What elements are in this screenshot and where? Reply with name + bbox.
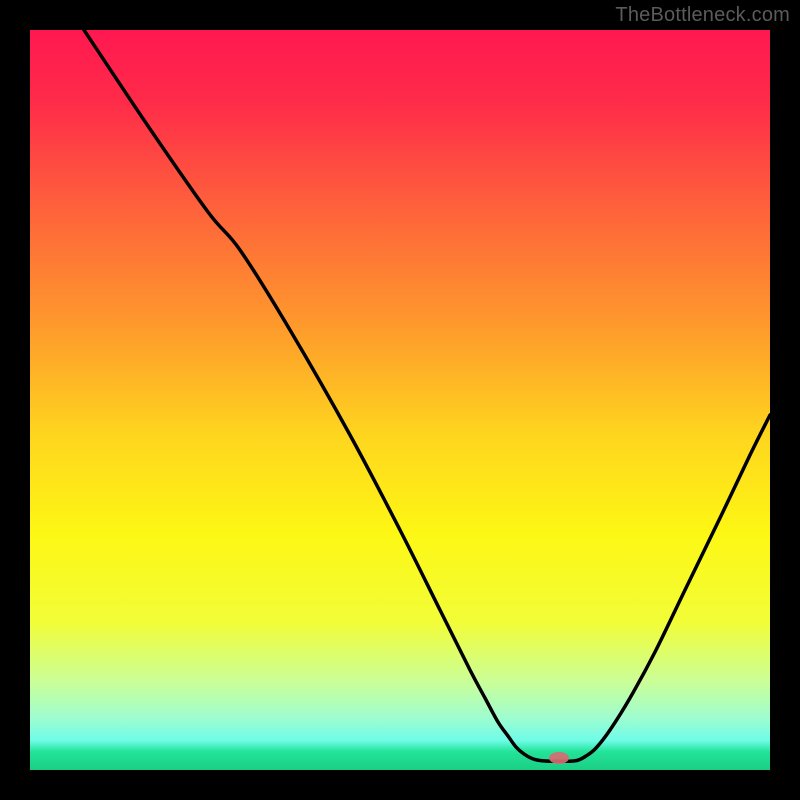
plot-area [30,30,770,770]
watermark-label: TheBottleneck.com [615,4,790,27]
minimum-marker [549,752,569,764]
chart-container: TheBottleneck.com [0,0,800,800]
chart-svg [30,30,770,770]
gradient-background [30,30,770,770]
